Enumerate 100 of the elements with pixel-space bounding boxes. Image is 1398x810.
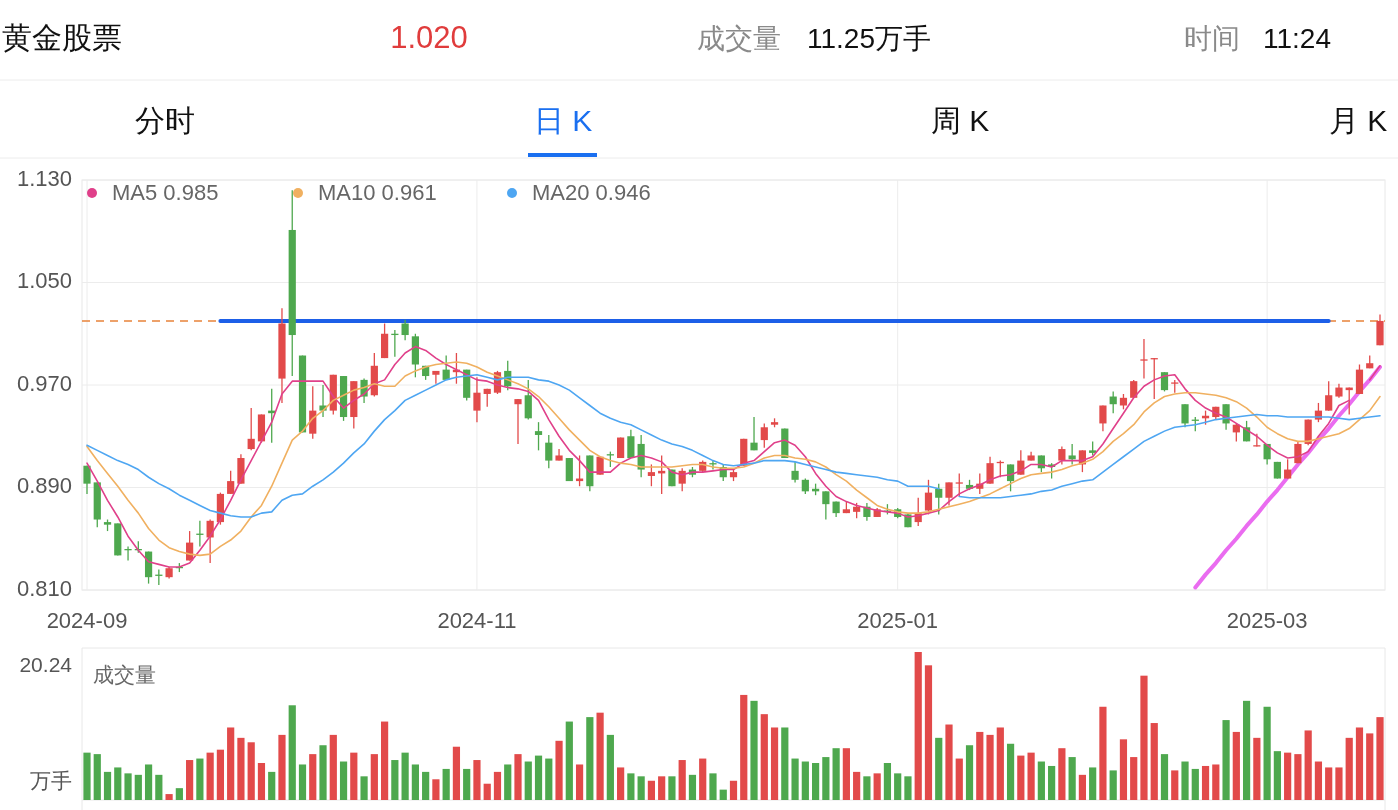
- bar: [699, 758, 707, 800]
- bar: [175, 788, 183, 800]
- bar: [493, 771, 502, 800]
- y-tick-label: 1.050: [16, 268, 72, 294]
- bar: [514, 754, 522, 800]
- bar: [1058, 748, 1066, 800]
- bar: [924, 665, 933, 800]
- bar: [350, 752, 358, 800]
- bar: [381, 721, 389, 800]
- text: 11:24: [1263, 23, 1331, 54]
- bar: [678, 760, 686, 800]
- candlestick: [83, 465, 91, 495]
- bar: [770, 727, 779, 800]
- candlestick: [401, 319, 409, 341]
- bar: [1355, 727, 1364, 800]
- bar: [586, 717, 594, 800]
- text: 1.020: [390, 20, 468, 55]
- bar: [1150, 723, 1158, 800]
- candlestick: [627, 429, 635, 459]
- bar: [904, 776, 912, 800]
- bar: [1017, 755, 1025, 800]
- bar: [1325, 767, 1333, 800]
- bar: [853, 771, 861, 800]
- bar: [216, 749, 225, 800]
- candlestick: [545, 434, 553, 469]
- bar: [401, 752, 409, 800]
- bar: [432, 779, 440, 800]
- candlestick: [647, 463, 656, 487]
- bar: [504, 764, 512, 800]
- bar: [1048, 765, 1056, 800]
- legend-label: MA20 0.946: [532, 179, 651, 205]
- candlestick: [822, 490, 830, 521]
- bar: [1109, 770, 1117, 800]
- bar: [1284, 752, 1292, 800]
- bar: [391, 760, 399, 800]
- candlestick: [935, 483, 943, 516]
- bar: [1006, 743, 1015, 800]
- text: 万手: [30, 768, 72, 792]
- bar: [442, 768, 450, 800]
- bar: [114, 767, 122, 800]
- bar: [339, 761, 348, 800]
- candlestick: [534, 421, 543, 451]
- candlestick: [1325, 380, 1333, 412]
- x-tick-label: 2024-09: [46, 608, 128, 633]
- bar: [719, 789, 727, 800]
- bar: [688, 774, 697, 800]
- bar: [1037, 761, 1045, 800]
- y-tick-label: 1.130: [16, 165, 72, 191]
- candlestick: [791, 461, 799, 484]
- annotation: 成交量: [93, 662, 156, 686]
- candlestick: [760, 422, 768, 449]
- bar: [227, 727, 235, 800]
- bar: [709, 773, 717, 800]
- bar: [186, 760, 194, 800]
- bar: [206, 752, 214, 800]
- bar: [1201, 765, 1210, 800]
- bar: [288, 705, 296, 800]
- bar: [1191, 768, 1199, 800]
- bar: [822, 757, 830, 800]
- bar: [1171, 770, 1179, 800]
- bar: [945, 724, 953, 800]
- bar: [144, 764, 153, 800]
- x-tick-label: 2024-11: [437, 608, 517, 633]
- bar: [422, 771, 430, 800]
- candlestick: [1140, 338, 1148, 380]
- y-tick-label: 0.810: [16, 575, 72, 601]
- bar: [83, 752, 91, 800]
- candlestick: [432, 370, 440, 385]
- bar: [986, 734, 994, 800]
- bar: [812, 763, 820, 800]
- bar: [257, 763, 266, 800]
- bar: [627, 773, 635, 800]
- bar: [1160, 754, 1169, 800]
- y-tick-label: 0.970: [16, 370, 72, 396]
- candlestick: [514, 398, 522, 445]
- candlestick: [750, 416, 758, 451]
- candlestick: [227, 470, 235, 495]
- bar: [473, 760, 481, 800]
- candlestick: [986, 456, 994, 485]
- bar: [1376, 717, 1384, 800]
- bar: [965, 745, 974, 800]
- bar: [329, 734, 337, 800]
- legend-label: MA5 0.985: [112, 179, 219, 205]
- text: 分时: [135, 104, 195, 137]
- candlestick: [1284, 458, 1292, 480]
- bar: [1222, 720, 1230, 800]
- text: 日 K: [533, 104, 593, 137]
- bar: [1140, 675, 1148, 800]
- bar: [1273, 751, 1281, 800]
- bar: [740, 694, 748, 800]
- bar: [863, 776, 871, 800]
- bar: [791, 758, 799, 800]
- bar: [1232, 731, 1240, 800]
- text: 时间: [1184, 23, 1240, 54]
- bar: [760, 714, 768, 800]
- bar: [103, 771, 112, 800]
- bar: [976, 731, 984, 800]
- bar: [647, 780, 656, 800]
- bar: [268, 771, 276, 800]
- bar: [1314, 761, 1323, 800]
